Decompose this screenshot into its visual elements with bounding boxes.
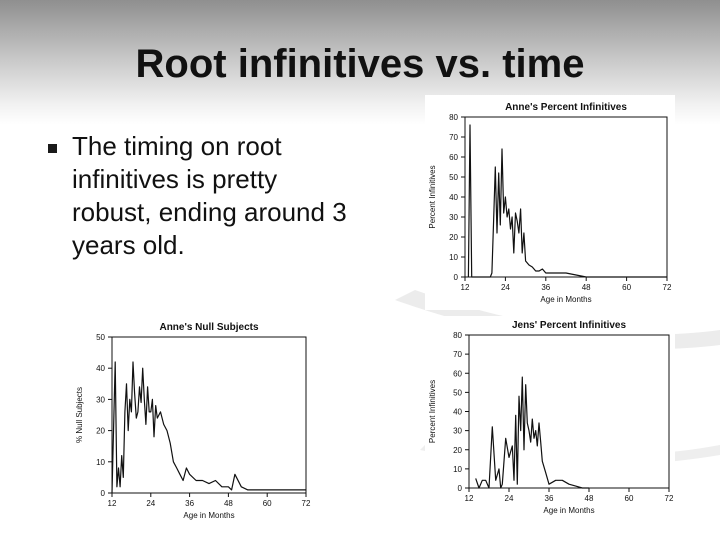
chart-jens-infinitives: Jens' Percent Infinitives 12 24 36 48 60 72 0 10… [425, 316, 675, 522]
x-tick-label: 24 [501, 283, 510, 292]
y-tick-label: 30 [449, 213, 458, 222]
chart-title: Jens' Percent Infinitives [512, 320, 627, 331]
y-tick-label: 20 [449, 233, 458, 242]
chart-title: Anne's Percent Infinitives [505, 102, 627, 113]
bullet-text: The timing on root infinitives is pretty… [72, 131, 347, 260]
series-line [467, 124, 667, 278]
y-tick-label: 80 [453, 331, 462, 340]
x-tick-label: 48 [585, 494, 594, 503]
x-tick-label: 24 [146, 499, 155, 508]
series-line [111, 361, 306, 494]
y-tick-label: 10 [453, 465, 462, 474]
x-axis-label: Age in Months [540, 295, 591, 304]
y-tick-label: 70 [453, 350, 462, 359]
y-tick-label: 30 [453, 427, 462, 436]
y-tick-label: 60 [453, 369, 462, 378]
x-tick-label: 60 [263, 499, 272, 508]
series-line [475, 376, 589, 489]
chart-anne-null-subjects: Anne's Null Subjects 12 24 36 48 60 72 0 10 20 30 4… [72, 315, 322, 530]
x-tick-label: 12 [461, 283, 470, 292]
plot-frame [111, 336, 307, 494]
x-tick-label: 36 [185, 499, 194, 508]
y-tick-label: 10 [449, 253, 458, 262]
y-tick-label: 20 [96, 427, 105, 436]
x-tick-label: 36 [541, 283, 550, 292]
y-tick-label: 30 [96, 395, 105, 404]
y-tick-label: 20 [453, 446, 462, 455]
x-tick-label: 36 [545, 494, 554, 503]
chart-anne-infinitives: Anne's Percent Infinitives 12 24 36 48 60 72 0 1… [425, 95, 675, 310]
y-axis-label: Percent Infinitives [428, 380, 437, 443]
x-tick-label: 60 [625, 494, 634, 503]
y-tick-label: 0 [101, 489, 106, 498]
y-tick-label: 40 [449, 193, 458, 202]
bullet-marker [48, 144, 57, 153]
y-tick-label: 50 [449, 173, 458, 182]
y-tick-label: 40 [96, 364, 105, 373]
x-axis-label: Age in Months [183, 511, 234, 520]
x-tick-label: 72 [663, 283, 672, 292]
chart-title: Anne's Null Subjects [159, 322, 259, 333]
plot-frame [464, 116, 668, 278]
slide-title: Root infinitives vs. time [135, 42, 585, 86]
y-axis-label: Percent Infinitives [428, 165, 437, 228]
x-tick-label: 12 [108, 499, 117, 508]
x-tick-label: 48 [582, 283, 591, 292]
y-tick-label: 40 [453, 408, 462, 417]
y-tick-label: 0 [458, 484, 463, 493]
x-axis-label: Age in Months [543, 506, 594, 515]
y-tick-label: 10 [96, 458, 105, 467]
y-tick-label: 60 [449, 153, 458, 162]
x-tick-label: 24 [505, 494, 514, 503]
y-tick-label: 0 [454, 273, 459, 282]
y-tick-label: 80 [449, 113, 458, 122]
x-tick-label: 12 [465, 494, 474, 503]
y-tick-label: 50 [96, 333, 105, 342]
y-tick-label: 50 [453, 388, 462, 397]
plot-frame [468, 334, 670, 489]
x-tick-label: 72 [665, 494, 674, 503]
x-tick-label: 60 [622, 283, 631, 292]
y-tick-label: 70 [449, 133, 458, 142]
x-tick-label: 48 [224, 499, 233, 508]
x-tick-label: 72 [302, 499, 311, 508]
y-axis-label: % Null Subjects [75, 387, 84, 443]
